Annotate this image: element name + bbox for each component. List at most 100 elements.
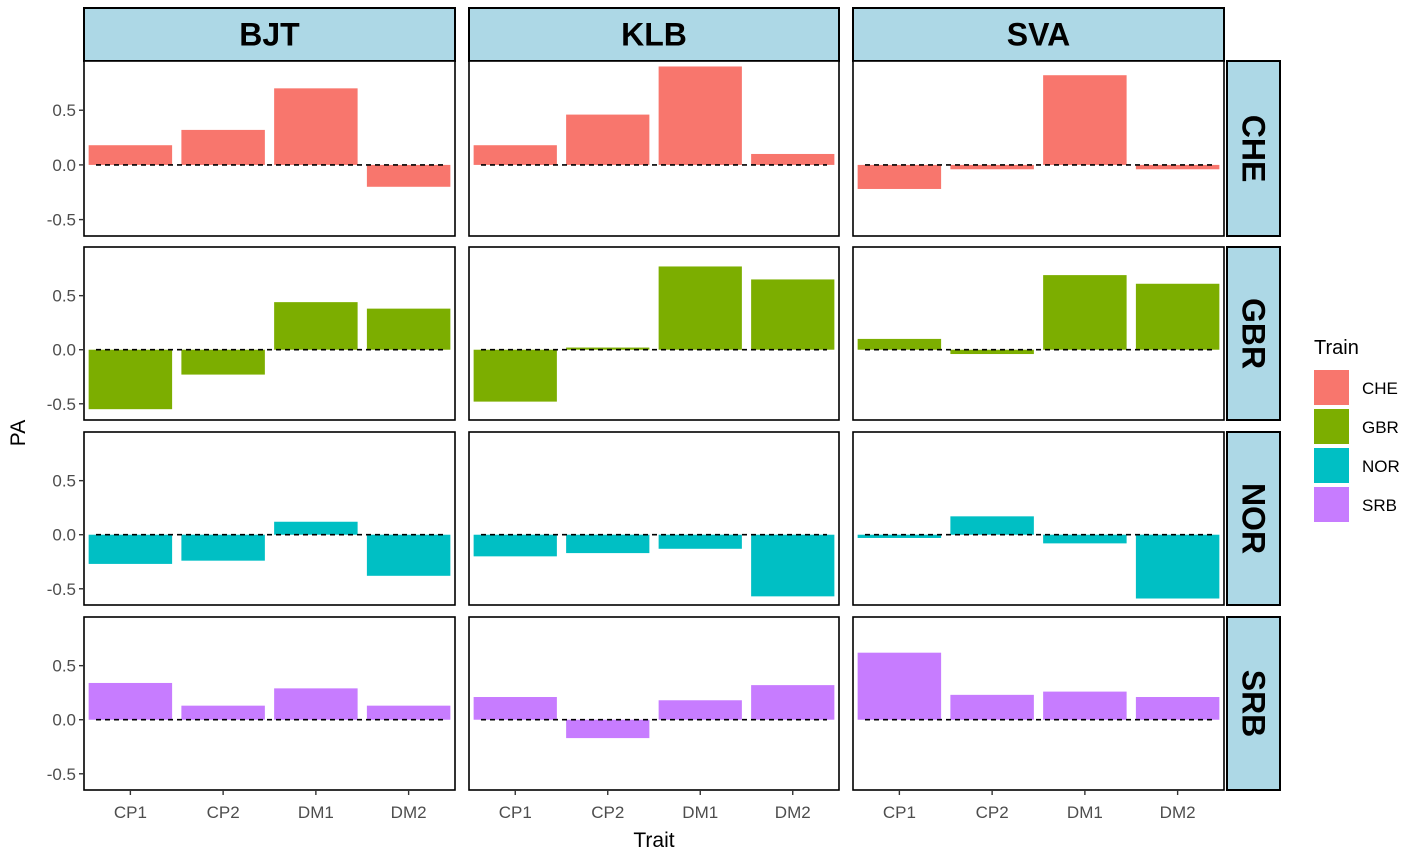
- bar-srb-klb-dm2: [751, 685, 835, 720]
- bar-srb-bjt-cp2: [181, 705, 265, 720]
- y-tick-label: 0.5: [52, 472, 76, 491]
- bar-nor-klb-cp2: [566, 534, 650, 554]
- row-strip-gbr: [1226, 246, 1281, 421]
- bar-srb-sva-cp2: [950, 694, 1034, 720]
- panel-border: [83, 431, 456, 606]
- bar-gbr-bjt-dm2: [366, 308, 451, 350]
- x-tick-label: CP2: [591, 803, 624, 822]
- x-tick-label: CP1: [114, 803, 147, 822]
- bar-nor-klb-dm2: [751, 534, 835, 597]
- y-tick-label: 0.0: [52, 526, 76, 545]
- y-tick-label: 0.5: [52, 287, 76, 306]
- bar-gbr-sva-dm1: [1043, 275, 1127, 350]
- bar-gbr-klb-dm1: [658, 266, 742, 350]
- panel-background: [853, 61, 1224, 236]
- panel-background: [84, 432, 455, 605]
- bar-nor-klb-dm1: [658, 534, 742, 549]
- row-strip-srb: [1226, 616, 1281, 791]
- row-strip-label: SRB: [1236, 670, 1272, 738]
- legend-key-nor: [1314, 448, 1349, 483]
- x-tick-label: CP2: [207, 803, 240, 822]
- bar-nor-sva-cp1: [857, 534, 942, 538]
- panel-border: [468, 616, 840, 791]
- column-strip-label: BJT: [239, 17, 300, 53]
- row-strip-label: NOR: [1236, 483, 1272, 554]
- bar-nor-bjt-dm2: [366, 534, 451, 576]
- x-tick-label: CP2: [976, 803, 1009, 822]
- bar-che-bjt-cp2: [181, 129, 265, 165]
- row-strip-nor: [1226, 431, 1281, 606]
- legend-label: CHE: [1362, 379, 1398, 398]
- legend-key-che: [1314, 370, 1349, 405]
- y-tick-label: -0.5: [47, 395, 76, 414]
- row-strip-che: [1226, 60, 1281, 237]
- x-tick-label: DM1: [298, 803, 334, 822]
- bar-che-bjt-cp1: [88, 145, 173, 165]
- panel-border: [468, 60, 840, 237]
- legend-label: NOR: [1362, 457, 1400, 476]
- bar-nor-bjt-cp2: [181, 534, 265, 561]
- bar-che-klb-cp1: [473, 145, 557, 165]
- y-tick-label: 0.5: [52, 101, 76, 120]
- x-tick-label: DM2: [391, 803, 427, 822]
- bar-nor-bjt-dm1: [274, 521, 358, 535]
- bar-gbr-sva-dm2: [1135, 283, 1220, 350]
- y-tick-label: -0.5: [47, 580, 76, 599]
- bar-che-klb-dm1: [658, 66, 742, 165]
- y-tick-label: 0.0: [52, 341, 76, 360]
- bar-nor-bjt-cp1: [88, 534, 173, 564]
- bar-gbr-bjt-dm1: [274, 302, 358, 350]
- panel-border: [852, 246, 1225, 421]
- panel-border: [852, 616, 1225, 791]
- legend-key-srb: [1314, 487, 1349, 522]
- x-tick-label: CP1: [499, 803, 532, 822]
- y-tick-label: 0.5: [52, 657, 76, 676]
- y-tick-label: -0.5: [47, 211, 76, 230]
- bar-che-bjt-dm2: [366, 164, 451, 187]
- row-strip-label: GBR: [1236, 298, 1272, 369]
- bar-srb-sva-dm1: [1043, 691, 1127, 720]
- bar-srb-sva-cp1: [857, 652, 942, 720]
- column-strip-label: SVA: [1007, 17, 1070, 53]
- bar-che-sva-dm1: [1043, 75, 1127, 165]
- x-tick-label: DM1: [1067, 803, 1103, 822]
- bar-che-sva-dm2: [1135, 164, 1220, 170]
- y-tick-label: 0.0: [52, 711, 76, 730]
- bar-gbr-klb-cp2: [566, 347, 650, 350]
- panel-border: [83, 246, 456, 421]
- bar-nor-sva-cp2: [950, 516, 1034, 535]
- bar-che-bjt-dm1: [274, 88, 358, 165]
- bar-che-sva-cp1: [857, 164, 942, 189]
- bar-srb-bjt-dm1: [274, 688, 358, 720]
- x-axis-title: Trait: [633, 829, 674, 852]
- legend-title: Train: [1314, 337, 1359, 359]
- bar-srb-sva-dm2: [1135, 697, 1220, 720]
- panel-border: [83, 60, 456, 237]
- bar-srb-bjt-cp1: [88, 682, 173, 720]
- bar-srb-klb-dm1: [658, 700, 742, 720]
- panel-border: [83, 616, 456, 791]
- x-tick-label: DM1: [682, 803, 718, 822]
- bar-gbr-klb-cp1: [473, 349, 557, 402]
- column-strip-sva: [852, 7, 1225, 62]
- bar-nor-sva-dm1: [1043, 534, 1127, 544]
- bar-che-klb-cp2: [566, 114, 650, 165]
- column-strip-label: KLB: [621, 17, 687, 53]
- bar-gbr-sva-cp1: [857, 338, 942, 350]
- column-strip-klb: [468, 7, 840, 62]
- bar-srb-klb-cp2: [566, 719, 650, 739]
- x-tick-label: DM2: [775, 803, 811, 822]
- row-strip-label: CHE: [1236, 115, 1272, 183]
- bar-nor-klb-cp1: [473, 534, 557, 557]
- bar-gbr-sva-cp2: [950, 349, 1034, 355]
- bar-nor-sva-dm2: [1135, 534, 1220, 599]
- bar-gbr-klb-dm2: [751, 279, 835, 350]
- y-axis-title: PA: [7, 420, 30, 446]
- panel-border: [852, 60, 1225, 237]
- bar-gbr-bjt-cp1: [88, 349, 173, 410]
- y-tick-label: -0.5: [47, 765, 76, 784]
- x-tick-label: DM2: [1160, 803, 1196, 822]
- legend-label: GBR: [1362, 418, 1399, 437]
- bar-che-klb-dm2: [751, 153, 835, 165]
